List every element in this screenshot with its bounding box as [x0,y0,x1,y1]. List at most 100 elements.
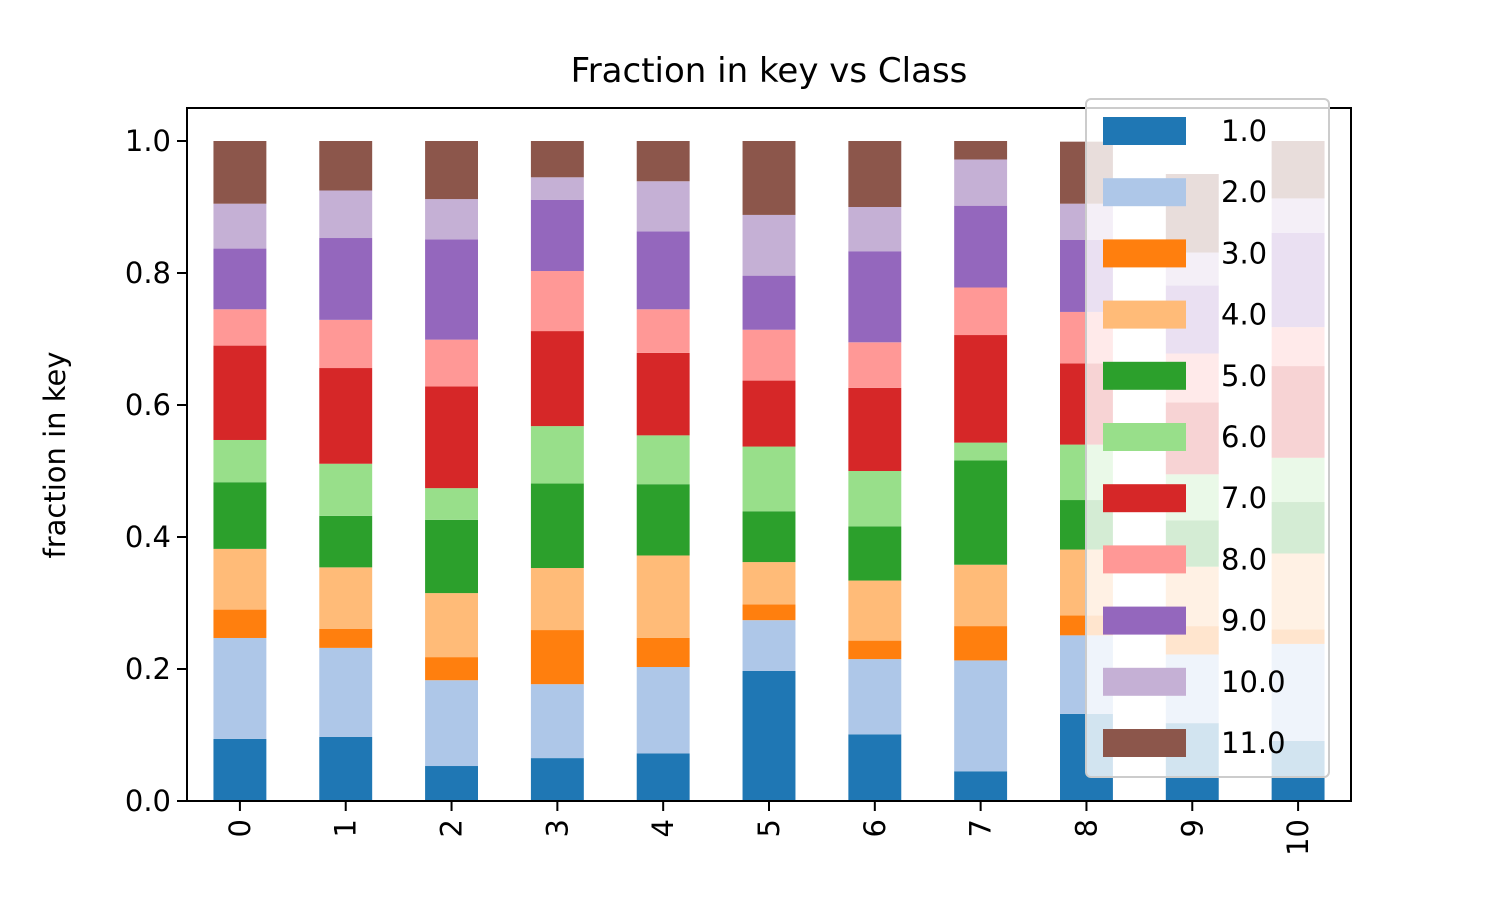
bar-segment-1-4.0 [319,567,373,629]
legend-label-9.0: 9.0 [1221,604,1267,638]
bar-segment-1-5.0 [319,515,373,568]
legend-swatch-4.0 [1103,300,1186,329]
bar-segment-6-1.0 [848,734,902,801]
bar-segment-7-11.0 [954,141,1008,160]
legend-swatch-11.0 [1103,729,1186,757]
x-tick-label: 0 [223,819,257,837]
bar-segment-5-1.0 [742,670,796,801]
bar-segment-6-10.0 [848,207,902,252]
bar-segment-6-8.0 [848,342,902,388]
legend-swatch-8.0 [1103,545,1186,574]
legend-label-8.0: 8.0 [1221,542,1267,576]
bar-segment-2-4.0 [425,593,478,658]
bar-segment-0-3.0 [213,609,267,638]
bar-segment-0-11.0 [213,141,267,204]
y-axis: 0.0 0.2 0.4 0.6 0.8 1.0 [125,124,187,818]
bar-segment-5-6.0 [742,446,796,512]
bar-segment-3-7.0 [530,331,584,427]
bar-segment-3-10.0 [530,177,584,200]
bar-segment-0-1.0 [213,738,267,801]
bar-segment-0-4.0 [213,548,267,610]
x-tick-label: 8 [1069,819,1103,837]
legend-label-1.0: 1.0 [1221,114,1267,148]
bar-segment-5-9.0 [742,275,796,330]
legend-label-5.0: 5.0 [1221,359,1267,393]
legend-swatch-2.0 [1103,178,1186,207]
bar-segment-1-2.0 [319,647,373,737]
x-tick-label: 9 [1175,819,1209,837]
x-tick-label: 3 [540,819,574,837]
legend-swatch-5.0 [1103,361,1186,390]
y-tick-label: 1.0 [125,124,171,158]
bar-segment-2-10.0 [425,199,478,240]
bar-segment-6-2.0 [848,659,902,735]
legend-label-2.0: 2.0 [1221,175,1267,209]
bar-segment-1-3.0 [319,628,373,648]
bar-segment-7-3.0 [954,626,1008,661]
bar-segment-4-1.0 [636,753,690,801]
bar-segment-3-2.0 [530,684,584,759]
bar-segment-6-3.0 [848,640,902,660]
x-tick-label: 6 [858,819,892,837]
bar-segment-4-11.0 [636,141,690,182]
chart-title: Fraction in key vs Class [571,51,968,91]
bar-segment-2-6.0 [425,488,478,520]
bar-segment-5-8.0 [742,329,796,381]
bar-segment-1-11.0 [319,141,373,191]
legend-swatch-6.0 [1103,423,1186,451]
y-axis-label: fraction in key [38,351,72,558]
bar-segment-7-1.0 [954,771,1008,801]
bar-segment-0-10.0 [213,203,267,249]
bar-segment-2-1.0 [425,766,478,801]
bar-segment-2-3.0 [425,657,478,681]
legend-label-7.0: 7.0 [1221,481,1267,515]
bar-segment-6-6.0 [848,471,902,527]
bar-segment-2-7.0 [425,386,478,489]
y-tick-label: 0.4 [125,520,171,554]
bar-segment-1-8.0 [319,319,373,369]
bar-segment-3-3.0 [530,630,584,685]
bar-segment-4-9.0 [636,231,690,310]
bar-segment-6-4.0 [848,580,902,641]
bar-segment-3-6.0 [530,426,584,484]
bar-segment-2-11.0 [425,141,478,200]
legend-label-3.0: 3.0 [1221,236,1267,270]
x-tick-label: 1 [329,819,363,837]
bar-segment-5-11.0 [742,141,796,215]
bar-segment-7-9.0 [954,205,1008,288]
bar-segment-4-2.0 [636,667,690,754]
bar-segment-4-8.0 [636,309,690,353]
bar-segment-0-6.0 [213,439,267,483]
bar-segment-0-2.0 [213,637,267,739]
bar-segment-3-11.0 [530,141,584,178]
bar-segment-6-5.0 [848,526,902,581]
bar-segment-7-2.0 [954,660,1008,772]
bar-segment-1-1.0 [319,736,373,801]
y-tick-label: 0.8 [125,256,171,290]
bar-segment-5-4.0 [742,562,796,605]
bar-segment-3-8.0 [530,271,584,332]
legend-swatch-3.0 [1103,239,1186,268]
legend-swatch-10.0 [1103,667,1186,696]
bar-segment-4-10.0 [636,181,690,232]
legend-label-6.0: 6.0 [1221,420,1267,454]
legend-swatch-7.0 [1103,484,1186,513]
legend-swatch-9.0 [1103,606,1186,635]
legend-label-11.0: 11.0 [1221,726,1286,760]
bar-segment-6-11.0 [848,141,902,207]
x-tick-label: 5 [752,819,786,837]
bar-segment-3-5.0 [530,483,584,569]
bar-segment-4-4.0 [636,555,690,638]
bar-segment-5-3.0 [742,604,796,621]
bar-segment-7-6.0 [954,442,1008,461]
bar-segment-5-2.0 [742,620,796,671]
legend: 1.0 2.0 3.0 4.0 5.0 6.0 7.0 8.0 9.0 10.0 11.0 [1085,98,1330,778]
y-tick-label: 0.2 [125,652,171,686]
bar-segment-2-9.0 [425,239,478,340]
bar-segment-0-9.0 [213,248,267,310]
bar-segment-5-10.0 [742,214,796,276]
bar-segment-3-4.0 [530,568,584,631]
bar-segment-5-5.0 [742,511,796,563]
